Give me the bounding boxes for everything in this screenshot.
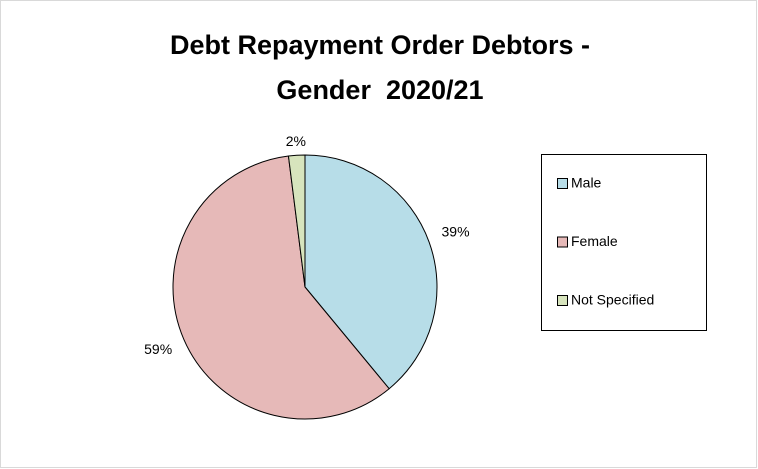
- legend-label: Female: [571, 233, 618, 249]
- legend-swatch: [557, 236, 568, 248]
- legend-box: [541, 154, 707, 331]
- pie-slice: [172, 155, 390, 420]
- data-label: 59%: [144, 341, 172, 357]
- pie-slice: [287, 154, 306, 288]
- data-label: 2%: [286, 133, 306, 149]
- chart-title: Debt Repayment Order Debtors -: [170, 30, 590, 60]
- pie-slice: [304, 154, 438, 390]
- chart-title: Gender 2020/21: [276, 75, 483, 105]
- legend-swatch: [557, 178, 568, 189]
- legend-label: Male: [571, 175, 602, 191]
- legend-label: Not Specified: [571, 292, 654, 308]
- data-label: 39%: [442, 224, 470, 240]
- legend-swatch: [557, 295, 568, 306]
